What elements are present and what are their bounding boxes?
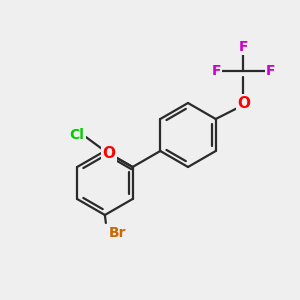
Text: Cl: Cl <box>70 128 85 142</box>
Text: O: O <box>237 95 250 110</box>
Text: F: F <box>212 64 221 78</box>
Text: O: O <box>103 146 116 161</box>
Text: Br: Br <box>109 226 127 240</box>
Text: F: F <box>266 64 275 78</box>
Text: F: F <box>239 40 248 54</box>
